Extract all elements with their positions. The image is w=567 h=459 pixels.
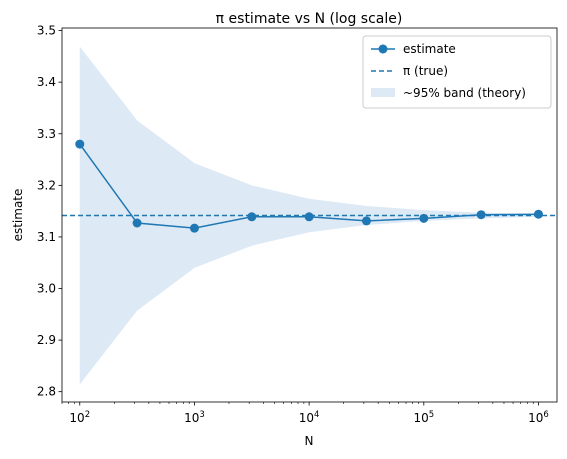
estimate-point (533, 209, 543, 219)
y-tick-label: 3.5 (37, 24, 56, 38)
x-axis-label: N (305, 434, 314, 448)
plot-area: 2.8 2.9 3.0 3.1 3.2 3.3 3.4 3.5 102 103 104 105 106 (37, 24, 558, 425)
y-tick-label: 3.1 (37, 230, 56, 244)
estimate-point (247, 212, 257, 222)
legend-box (362, 35, 552, 109)
legend-estimate-label: estimate (403, 42, 456, 56)
estimate-point (361, 216, 371, 226)
legend-band-swatch (371, 88, 395, 97)
x-tick-label: 103 (184, 410, 205, 425)
legend-band-label: ~95% band (theory) (403, 86, 526, 100)
estimate-point (132, 218, 142, 228)
estimate-point (75, 139, 85, 149)
legend-estimate-marker (378, 44, 388, 54)
estimate-point (476, 210, 486, 220)
y-axis-label: estimate (11, 189, 25, 242)
estimate-point (419, 213, 429, 223)
y-tick-label: 3.2 (37, 178, 56, 192)
estimate-point (304, 212, 314, 222)
x-tick-label: 102 (69, 410, 90, 425)
x-tick-label: 105 (413, 410, 434, 425)
y-tick-label: 3.0 (37, 282, 56, 296)
y-tick-label: 2.8 (37, 385, 56, 399)
estimate-point (189, 223, 199, 233)
chart-title: π estimate vs N (log scale) (216, 11, 403, 27)
legend-pi-label: π (true) (403, 64, 448, 78)
x-tick-label: 104 (299, 410, 320, 425)
x-tick-label: 106 (528, 410, 549, 425)
y-tick-label: 3.4 (37, 75, 56, 89)
y-tick-label: 3.3 (37, 127, 56, 141)
legend: estimate π (true) ~95% band (theory) (362, 35, 552, 109)
y-tick-label: 2.9 (37, 333, 56, 347)
